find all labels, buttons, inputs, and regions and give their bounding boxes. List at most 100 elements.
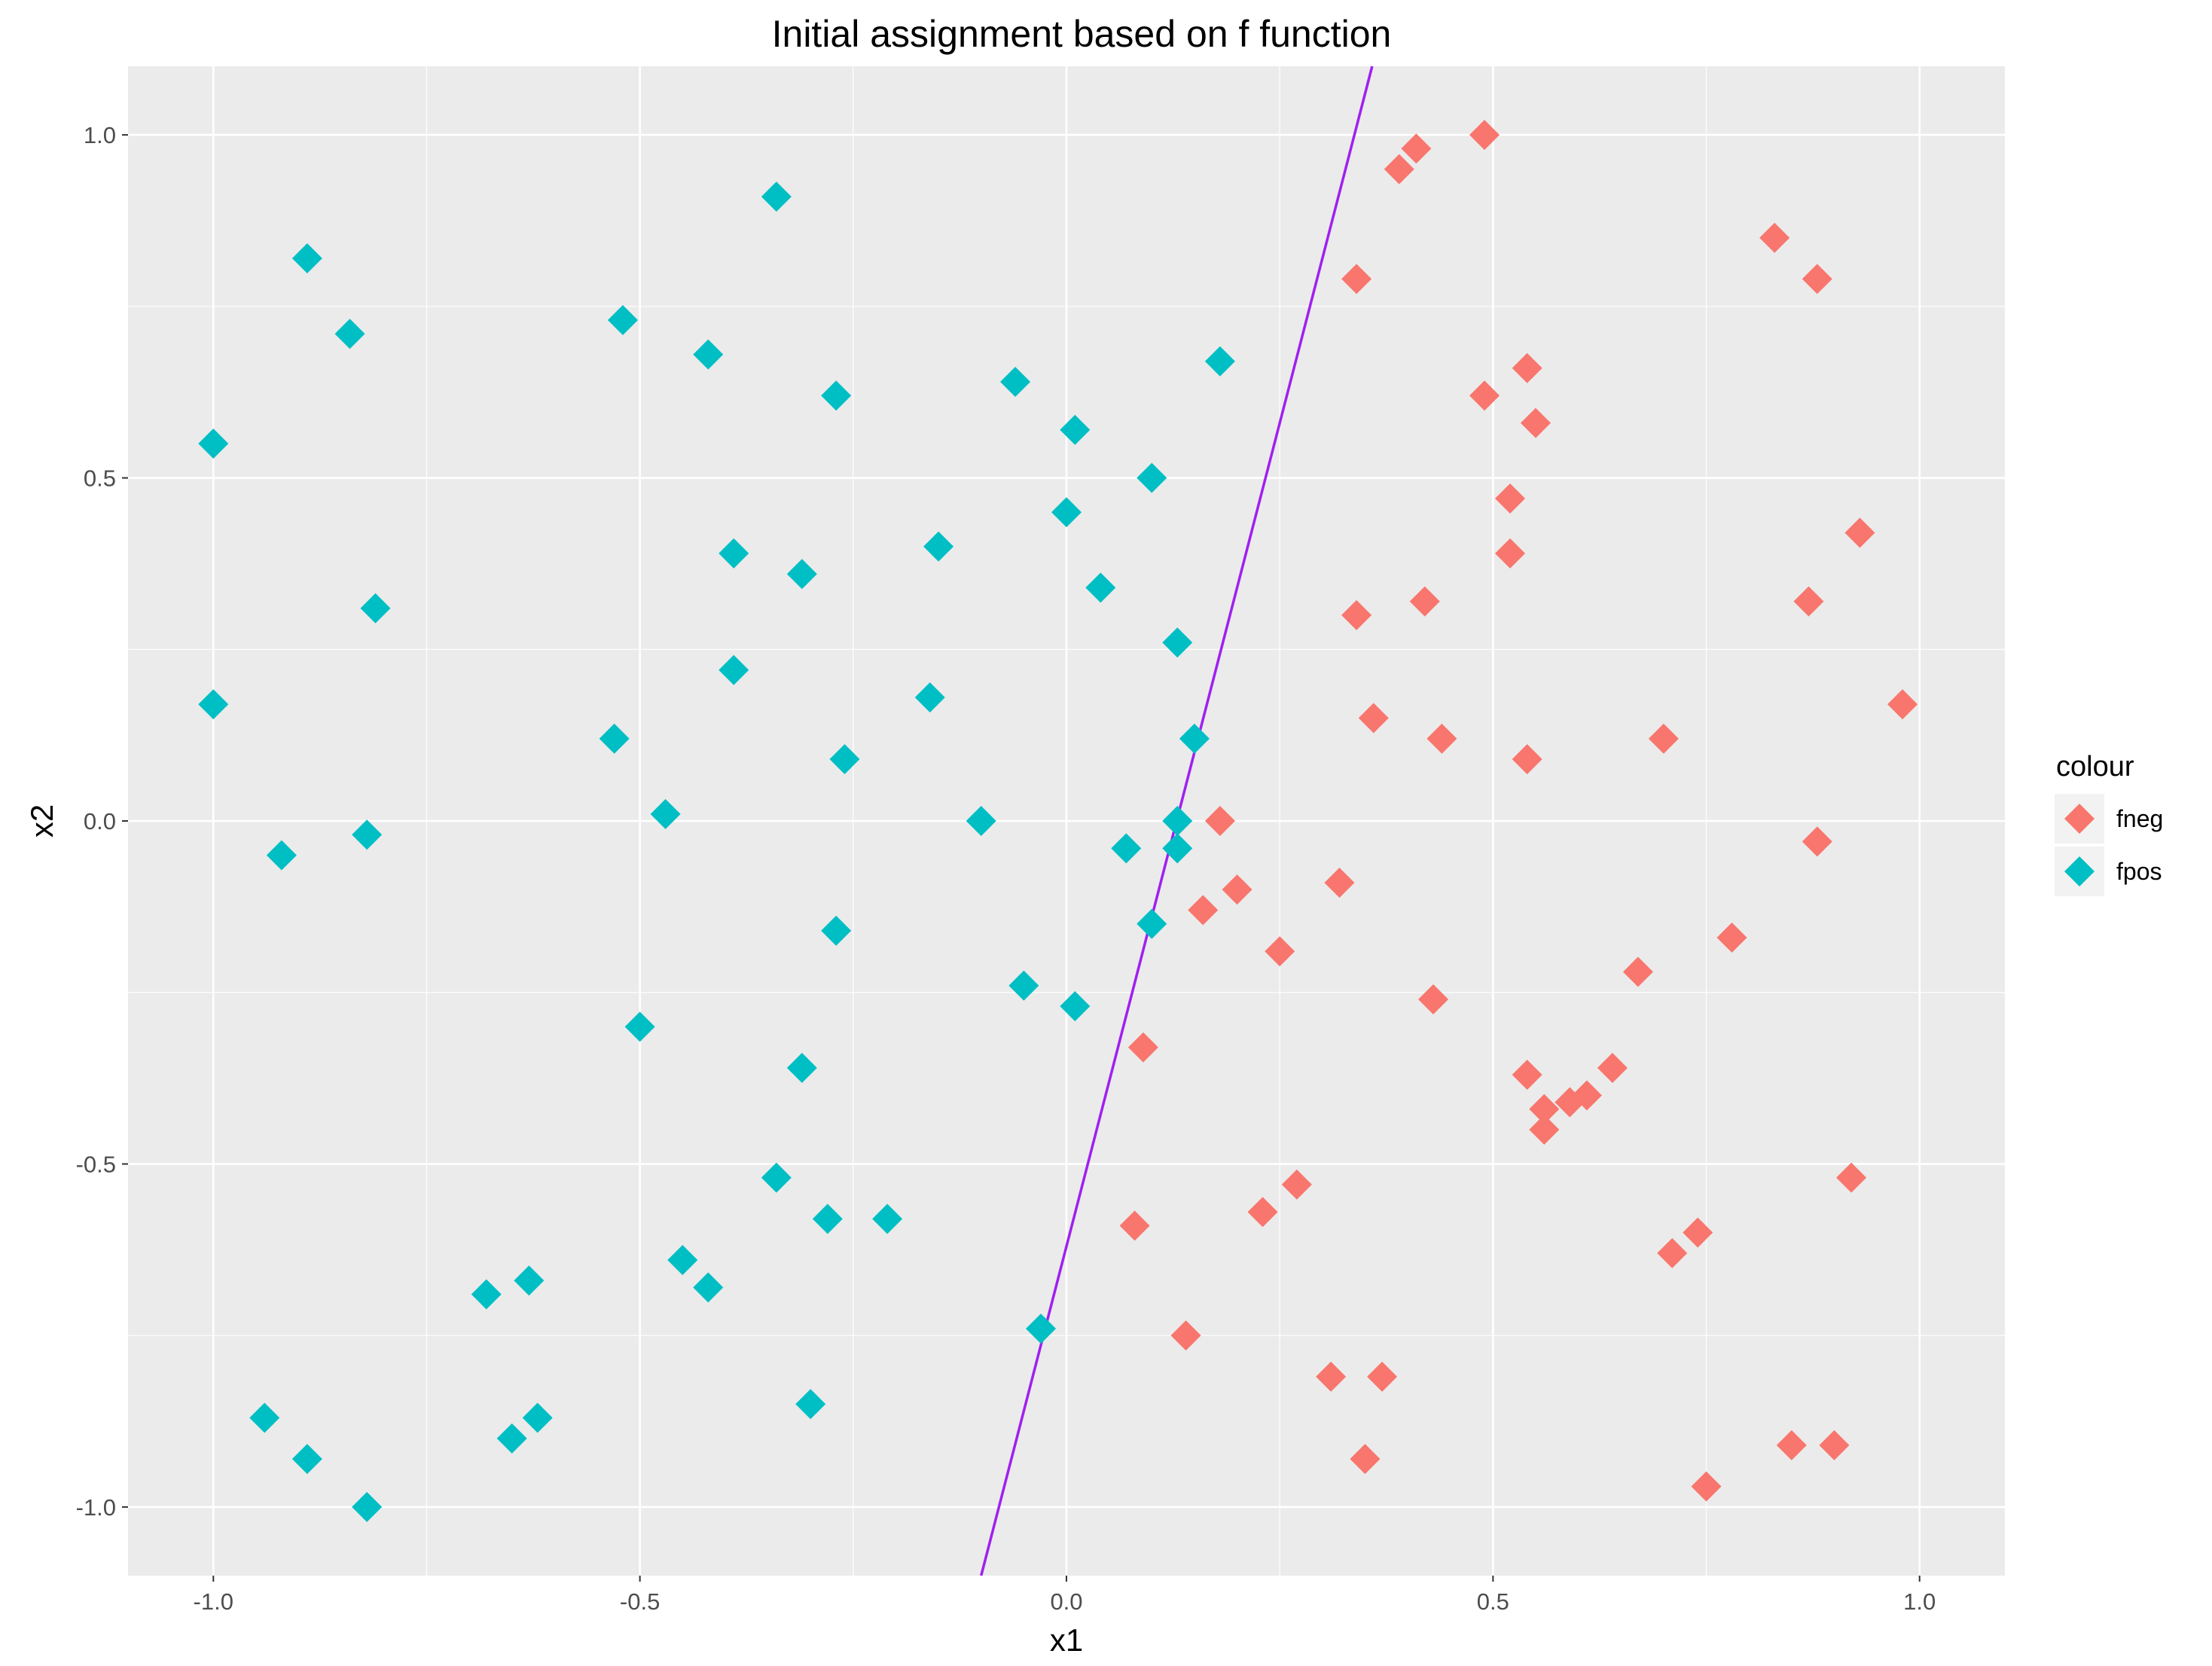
point-fpos [667,1244,698,1275]
point-fpos [496,1423,527,1454]
point-fneg [1683,1217,1713,1248]
point-fpos [198,689,229,720]
point-fpos [650,798,681,829]
point-fpos [1111,833,1142,864]
point-fpos [360,593,391,624]
point-fpos [1137,462,1167,493]
legend-label-fneg: fneg [2116,805,2163,832]
point-fneg [1222,874,1252,905]
point-fpos [1008,970,1039,1001]
point-fneg [1350,1444,1381,1475]
point-fneg [1529,1094,1560,1124]
point-fneg [1384,154,1414,185]
chart-title: Initial assignment based on f function [772,13,1392,55]
point-fneg [1188,895,1219,926]
point-fpos [923,531,954,562]
legend-key-fpos [2064,856,2095,886]
point-fpos [872,1204,903,1234]
point-fpos [1051,497,1082,528]
point-fneg [1127,1032,1158,1063]
point-fneg [1776,1430,1807,1460]
point-fpos [1162,806,1193,836]
point-fneg [1341,264,1372,294]
point-fpos [1162,627,1193,658]
point-fpos [786,1052,817,1083]
point-fneg [1716,922,1747,953]
point-fpos [1000,367,1031,398]
point-fpos [599,723,630,754]
x-axis-title: x1 [1050,1622,1083,1658]
point-fneg [1358,703,1389,734]
x-tick-label: 1.0 [1903,1588,1936,1615]
x-tick-label: 0.5 [1477,1588,1509,1615]
point-fneg [1495,538,1526,569]
point-fpos [693,339,724,370]
point-fpos [829,744,860,775]
point-fneg [1793,586,1824,617]
data-points [198,120,1918,1522]
point-fpos [1060,990,1091,1021]
point-fpos [624,1012,655,1042]
point-fpos [266,840,297,871]
y-tick-label: -0.5 [76,1151,116,1177]
point-fneg [1409,586,1440,617]
point-fpos [334,319,365,349]
point-fneg [1281,1169,1312,1200]
point-fpos [719,654,749,685]
point-fpos [1085,572,1116,603]
point-fpos [471,1279,502,1310]
legend-title: colour [2056,751,2134,783]
point-fpos [761,1162,792,1193]
point-fneg [1426,723,1457,754]
point-fpos [352,819,383,850]
point-fneg [1324,867,1355,898]
point-fpos [795,1389,826,1420]
point-fpos [821,915,852,946]
point-fneg [1401,133,1432,164]
point-fneg [1759,222,1790,253]
point-fpos [786,559,817,590]
point-fneg [1571,1080,1602,1111]
point-fpos [812,1204,843,1234]
point-fneg [1819,1430,1850,1460]
point-fneg [1247,1197,1278,1228]
point-fneg [1512,744,1542,775]
point-fneg [1341,600,1372,630]
x-tick-label: -0.5 [620,1588,660,1615]
point-fneg [1622,957,1653,987]
point-fpos [291,243,322,274]
legend-key-fneg [2064,804,2095,834]
point-fneg [1119,1210,1150,1241]
point-fneg [1887,689,1918,720]
y-tick-label: 0.5 [84,465,116,492]
point-fneg [1204,806,1235,836]
point-fpos [1179,723,1210,754]
point-fpos [719,538,749,569]
point-fpos [514,1265,545,1296]
point-fpos [821,380,852,411]
legend-label-fpos: fpos [2116,858,2162,885]
point-fpos [291,1444,322,1475]
point-fpos [1137,908,1167,939]
y-tick-label: 1.0 [84,122,116,148]
y-tick-label: -1.0 [76,1494,116,1521]
point-fneg [1529,1114,1560,1145]
point-fneg [1657,1237,1688,1268]
y-axis-title: x2 [24,804,59,838]
point-fneg [1691,1471,1722,1502]
point-fpos [1026,1314,1057,1344]
point-fneg [1469,120,1500,151]
point-fpos [1162,833,1193,864]
point-fpos [1060,414,1091,445]
point-fpos [522,1402,553,1433]
point-fneg [1648,723,1679,754]
y-tick-label: 0.0 [84,808,116,835]
point-fneg [1265,936,1295,967]
point-fpos [1204,346,1235,377]
point-fneg [1469,380,1500,411]
point-fneg [1802,826,1832,857]
point-fneg [1170,1320,1201,1351]
point-fneg [1367,1361,1398,1392]
point-fneg [1512,352,1542,383]
point-fpos [607,305,638,336]
